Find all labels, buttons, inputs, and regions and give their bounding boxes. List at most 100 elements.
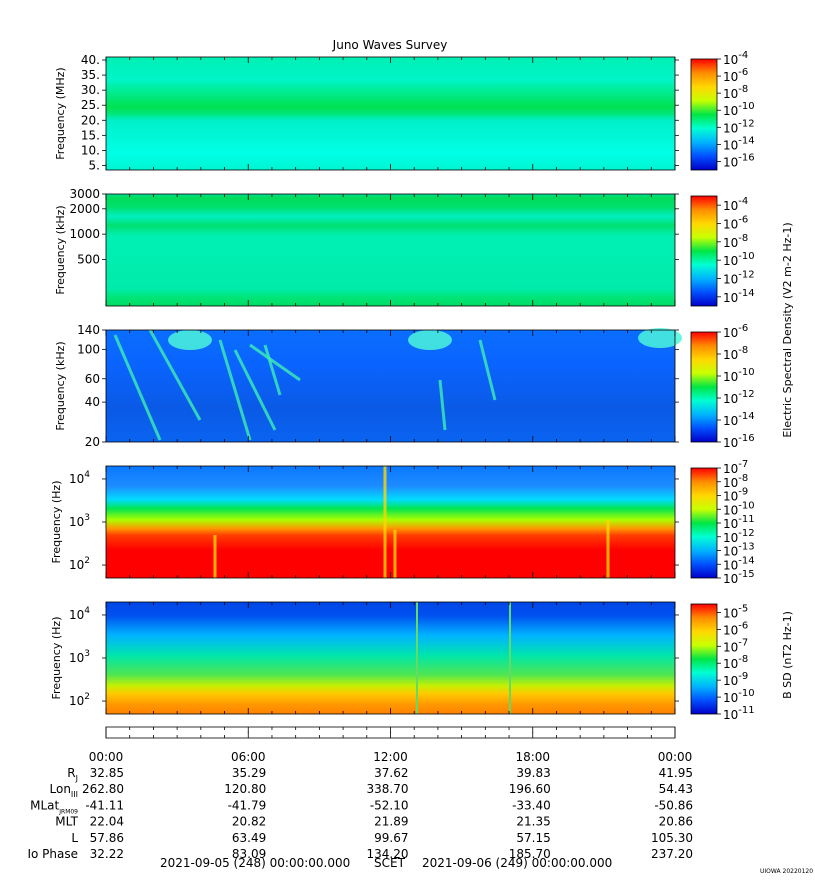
ephemeris-value: 20.86 [659,815,693,829]
spectrogram-panel-1: 40.35.30.25.20.15.10.5. Frequency (MHz) 10… [54,50,755,172]
y-tick-label: 15. [81,128,100,142]
y-tick-label: 20 [85,435,100,449]
ephemeris-value: 83.09 [232,847,266,861]
emission-streak [249,343,301,382]
ephemeris-value: 32.22 [90,847,124,861]
colorbar [690,195,718,307]
ephemeris-value: -41.11 [85,798,124,812]
time-tick-label: 06:00 [231,750,266,764]
y-tick-label: 2000 [69,202,100,216]
colorbar-tick-label: 10-12 [723,270,755,287]
colorbar-tick-label: 10-10 [723,251,755,268]
ephemeris-value: 338.70 [367,782,409,796]
y-tick-label: 5. [89,158,100,172]
ephemeris-value: 21.89 [374,815,408,829]
colorbar-tick-label: 10-8 [723,654,748,671]
ephemeris-value: 120.80 [224,782,266,796]
colorbar-tick-label: 10-10 [723,688,755,705]
time-tick-label: 18:00 [515,750,550,764]
colorbar-tick-label: 10-14 [723,135,755,152]
ephemeris-value: 21.35 [516,815,550,829]
colorbar-tick-label: 10-4 [723,50,748,67]
ephemeris-value: 41.95 [659,766,693,780]
y-tick-label: 40. [81,53,100,67]
footer-end-time: 2021-09-06 (249) 00:00:00.000 [422,856,612,870]
emission-blob [168,330,212,350]
emission-blob [408,330,452,350]
colorbar-tick-label: 10-6 [723,215,748,232]
colorbar [690,467,718,579]
y-tick-label: 30. [81,83,100,97]
time-tick-label: 12:00 [373,750,408,764]
y-tick-label: 60 [85,372,100,386]
emission-streak [478,339,497,401]
ephemeris-row-label: MLT [55,815,78,829]
emission-streak [263,344,282,396]
time-tick-label: 00:00 [89,750,124,764]
ephemeris-row-label: Io Phase [27,847,78,861]
ephemeris-value: 237.20 [651,847,693,861]
ephemeris-value: 57.86 [90,831,124,845]
footer-time-frame: SCET [374,856,406,870]
colorbar [690,58,718,171]
emission-streak [218,339,252,441]
colorbar [690,331,718,443]
colorbar-tick-label: 10-8 [723,84,748,101]
colorbar-tick-label: 10-6 [723,620,748,637]
colorbar-tick-label: 10-11 [723,705,755,722]
ephemeris-value: -41.79 [228,798,267,812]
ephemeris-value: 22.04 [90,815,124,829]
ephemeris-value: -52.10 [370,798,409,812]
emission-blob [638,328,682,348]
ephemeris-value: 57.15 [516,831,550,845]
y-tick-label: 140 [77,323,100,337]
ephemeris-value: 37.62 [374,766,408,780]
y-axis-label: Frequency (kHz) [54,341,67,430]
spectrogram-image [106,57,675,170]
y-axis-label: Frequency (Hz) [50,617,63,700]
ephemeris-value: 20.82 [232,815,266,829]
y-tick-label: 1000 [69,227,100,241]
colorbar-tick-label: 10-14 [723,288,755,305]
footer-credit: UIOWA 20220120 [760,868,813,875]
colorbar-tick-label: 10-15 [723,569,755,586]
y-tick-label: 102 [69,692,90,708]
colorbar-tick-label: 10-8 [723,233,748,250]
y-axis-label: Frequency (Hz) [50,481,63,564]
ephemeris-value: -50.86 [654,798,693,812]
y-tick-label: 104 [69,470,90,486]
colorbar-tick-label: 10-16 [723,433,755,450]
y-tick-label: 100 [77,342,100,356]
spectrogram-panel-5: 104 103 102 Frequency (Hz) 10-510-610-710-8 1… [50,601,794,722]
colorbar-tick-label: 10-5 [723,603,748,620]
ephemeris-value: 35.29 [232,766,266,780]
colorbar-tick-label: 10-4 [723,196,748,213]
ephemeris-value: 262.80 [82,782,124,796]
y-tick-label: 3000 [69,187,100,201]
y-tick-label: 40 [85,395,100,409]
emission-streak [233,349,277,431]
colorbar-tick-label: 10-6 [723,323,748,340]
y-tick-label: 104 [69,606,90,622]
ephemeris-row-label: MLatJRM09 [30,798,78,815]
ephemeris-value: 63.49 [232,831,266,845]
spectrogram-image [106,466,675,578]
y-tick-label: 25. [81,98,100,112]
y-tick-label: 102 [69,556,90,572]
colorbar-tick-label: 10-7 [723,637,748,654]
ephemeris-value: 32.85 [90,766,124,780]
ephemeris-value: 39.83 [516,766,550,780]
figure-title: Juno Waves Survey [332,38,448,52]
ephemeris-row-label: RJ [67,766,78,783]
time-tick-label: 00:00 [658,750,693,764]
y-tick-label: 103 [69,649,90,665]
ephemeris-value: 105.30 [651,831,693,845]
colorbar-tick-label: 10-16 [723,152,755,169]
ephemeris-value: 134.20 [367,847,409,861]
ephemeris-value: -33.40 [512,798,551,812]
ephemeris-row-label: LonIII [50,782,79,799]
y-tick-label: 103 [69,513,90,529]
